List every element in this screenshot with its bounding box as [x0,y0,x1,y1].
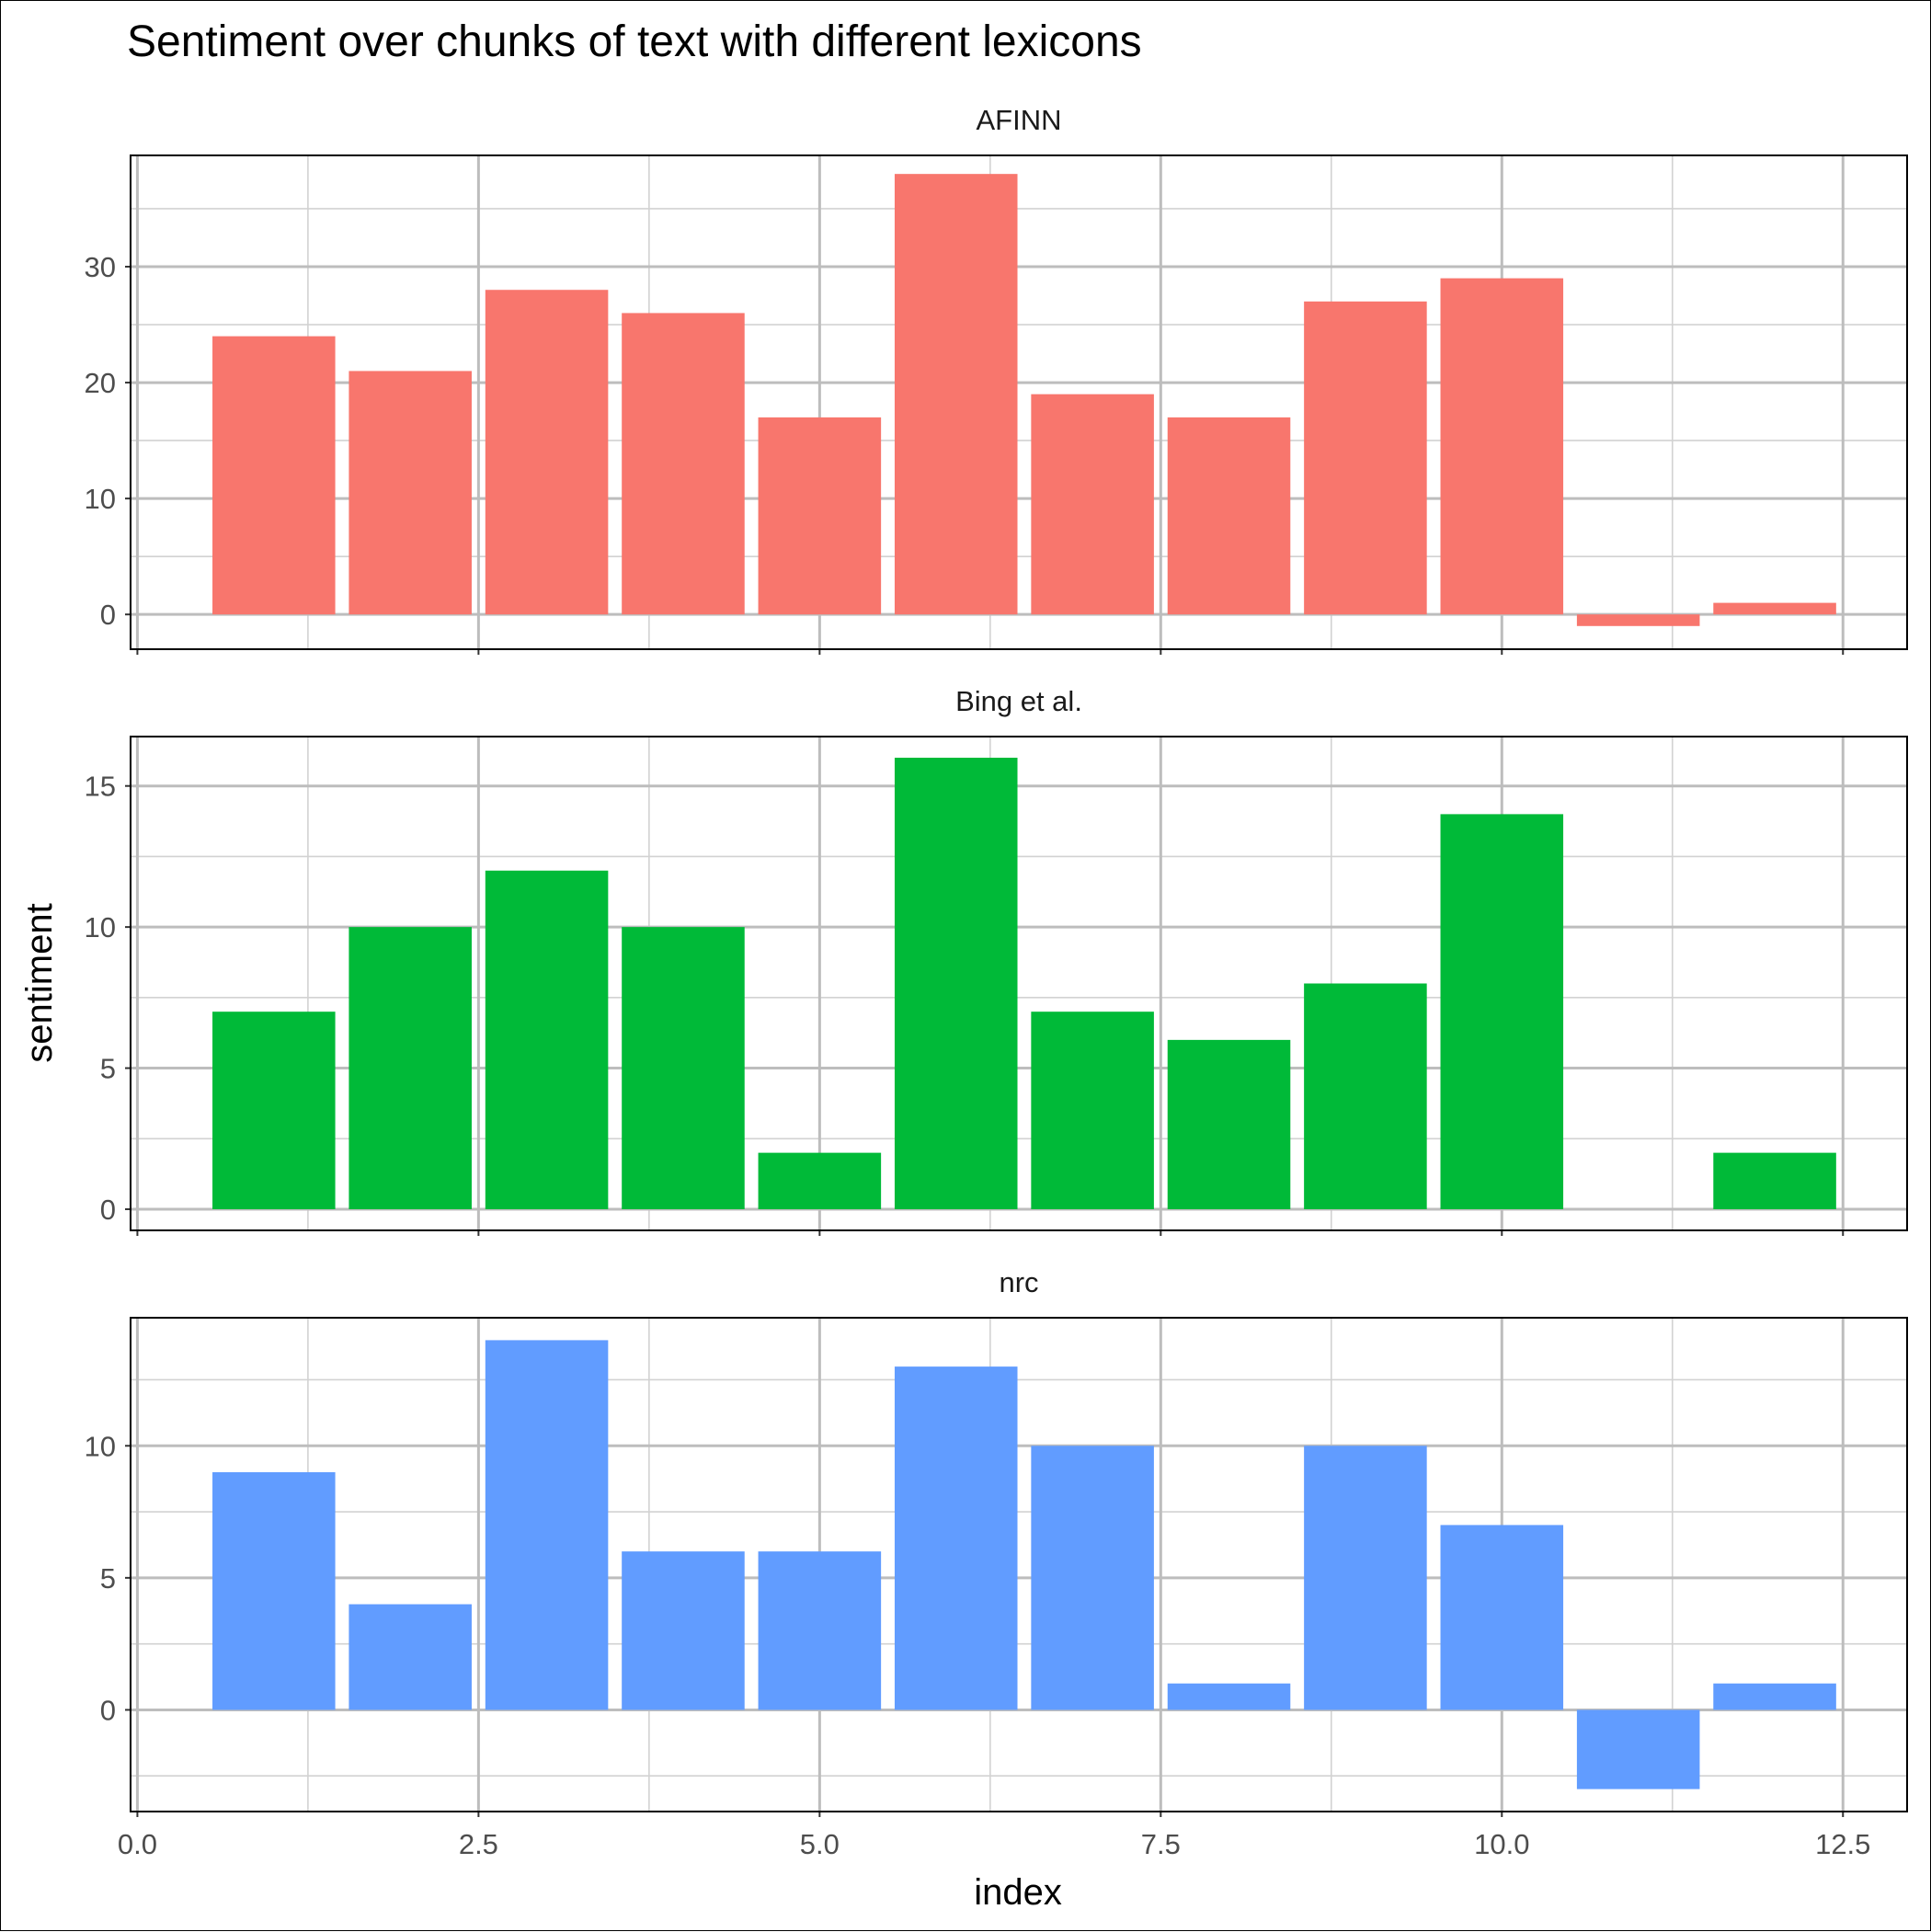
y-axis-title: sentiment [19,903,60,1062]
bar-afinn-10 [1440,278,1564,615]
bar-bing-et-al--9 [1304,983,1427,1209]
facet-panels: AFINN 0 10 20 30 Bing et al. 0 5 10 15 nrc 0 5 10 [85,104,1908,1817]
bar-bing-et-al--1 [212,1012,336,1209]
bar-nrc-5 [758,1551,882,1710]
facet-strip-label: Bing et al. [955,685,1082,717]
bar-afinn-1 [212,336,336,615]
x-tick-label: 0.0 [118,1828,157,1860]
y-tick-label: 10 [85,1430,116,1462]
bar-bing-et-al--7 [1031,1012,1154,1209]
bar-nrc-8 [1167,1683,1291,1710]
bar-bing-et-al--4 [622,927,745,1209]
y-tick-label: 0 [100,1694,116,1726]
bar-nrc-10 [1440,1525,1564,1710]
facet-strip-label: AFINN [977,104,1062,136]
bar-afinn-4 [622,313,745,615]
y-tick-label: 0 [100,1194,116,1226]
panel-border [130,154,1908,650]
bar-afinn-12 [1713,602,1836,615]
bar-nrc-4 [622,1551,745,1710]
y-tick-label: 10 [85,483,116,515]
bar-afinn-9 [1304,301,1427,615]
bar-bing-et-al--10 [1440,814,1564,1209]
bar-afinn-7 [1031,394,1154,615]
facet-panel-0: AFINN 0 10 20 30 [85,104,1908,655]
x-tick-label: 10.0 [1474,1828,1529,1860]
y-tick-label: 10 [85,911,116,943]
bar-afinn-11 [1576,614,1700,626]
bar-nrc-12 [1713,1683,1836,1710]
bar-bing-et-al--5 [758,1152,882,1209]
bar-bing-et-al--8 [1167,1039,1291,1209]
x-tick-label: 2.5 [459,1828,498,1860]
y-tick-label: 15 [85,771,116,803]
x-tick-label: 12.5 [1815,1828,1870,1860]
y-tick-label: 0 [100,599,116,631]
y-tick-label: 20 [85,367,116,399]
bar-nrc-7 [1031,1446,1154,1710]
y-tick-label: 30 [85,251,116,283]
facet-panel-2: nrc 0 5 10 [85,1266,1908,1817]
facet-panel-1: Bing et al. 0 5 10 15 [85,685,1908,1236]
bar-bing-et-al--12 [1713,1152,1836,1209]
bar-afinn-6 [894,174,1018,615]
bar-nrc-11 [1576,1709,1700,1789]
bar-nrc-6 [894,1366,1018,1710]
x-axis: 0.0 2.5 5.0 7.5 10.0 12.5 [118,1828,1871,1860]
bar-nrc-3 [485,1340,609,1710]
bar-nrc-9 [1304,1446,1427,1710]
y-tick-label: 5 [100,1053,116,1085]
panel-border [130,736,1908,1231]
bar-bing-et-al--3 [485,870,609,1209]
panel-border [130,1317,1908,1812]
bar-afinn-3 [485,290,609,615]
bar-nrc-2 [348,1604,472,1710]
x-tick-label: 7.5 [1141,1828,1181,1860]
x-tick-label: 5.0 [800,1828,840,1860]
bar-afinn-5 [758,417,882,615]
x-axis-title: index [974,1872,1062,1913]
y-tick-label: 5 [100,1562,116,1595]
bar-nrc-1 [212,1471,336,1710]
facet-strip-label: nrc [999,1266,1038,1298]
bar-bing-et-al--6 [894,758,1018,1209]
bar-afinn-2 [348,371,472,615]
bar-bing-et-al--2 [348,927,472,1209]
bar-afinn-8 [1167,417,1291,615]
chart-title: Sentiment over chunks of text with diffe… [127,17,1142,66]
